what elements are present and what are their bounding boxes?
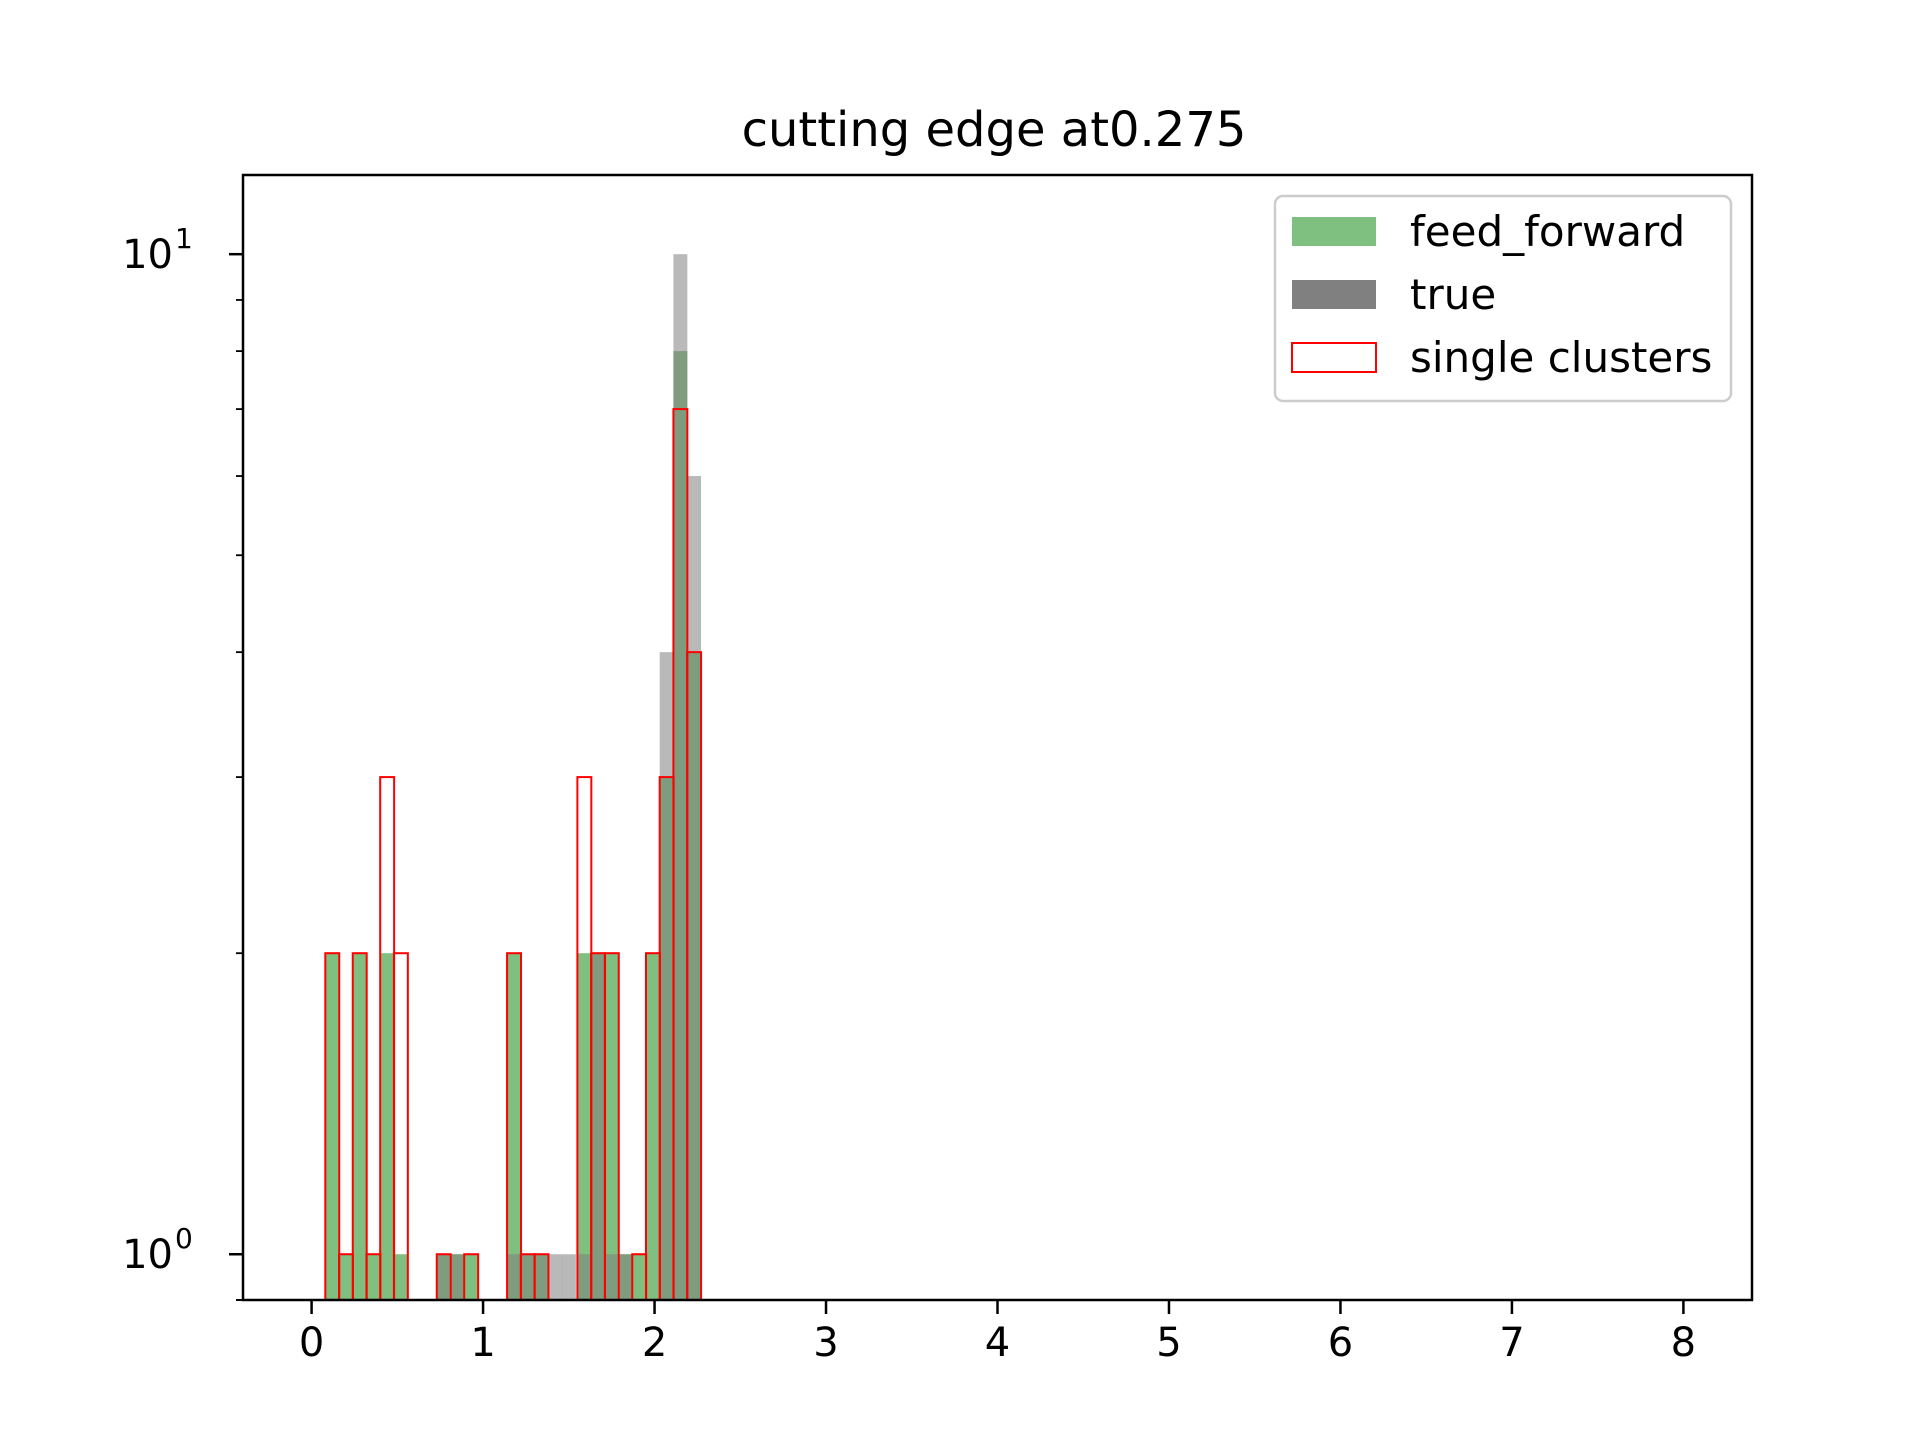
histogram-bar <box>366 1254 381 1300</box>
x-tick-label: 4 <box>985 1320 1010 1366</box>
legend-swatch-single-clusters <box>1291 342 1377 373</box>
histogram-bar <box>604 953 619 1300</box>
chart-title: cutting edge at0.275 <box>742 102 1247 158</box>
histogram-bar <box>687 476 702 1300</box>
legend-swatch-feed-forward <box>1292 217 1376 246</box>
x-tick-label: 7 <box>1499 1320 1524 1366</box>
histogram-bar <box>507 1254 522 1300</box>
histogram-bar <box>659 652 674 1300</box>
x-tick-label: 8 <box>1671 1320 1696 1366</box>
legend-label-true: true <box>1410 270 1496 319</box>
x-tick-label: 5 <box>1156 1320 1181 1366</box>
histogram-bar <box>352 953 367 1300</box>
histogram-bar <box>534 1254 549 1300</box>
histogram-bar <box>464 1254 479 1300</box>
legend-box <box>1273 194 1733 403</box>
histogram-bar <box>548 1254 563 1300</box>
bars-layer <box>324 254 703 1301</box>
x-tick-label: 2 <box>642 1320 667 1366</box>
histogram-bar <box>561 1254 576 1300</box>
histogram-bar <box>325 953 340 1300</box>
histogram-bar <box>577 953 592 1300</box>
histogram-bar <box>520 1254 535 1300</box>
histogram-bar <box>632 1254 647 1300</box>
y-tick-label: 10 <box>122 1232 173 1278</box>
x-tick-label: 6 <box>1328 1320 1353 1366</box>
legend-label-feed-forward: feed_forward <box>1410 207 1685 256</box>
histogram-bar <box>436 1254 451 1300</box>
histogram-bar <box>618 1254 633 1300</box>
histogram-bar <box>645 953 660 1300</box>
histogram-bar <box>591 953 606 1300</box>
histogram-bar <box>339 1254 353 1300</box>
histogram-bar <box>507 953 522 1300</box>
x-tick-label: 0 <box>299 1320 324 1366</box>
histogram-bar <box>380 953 395 1300</box>
histogram-bar <box>673 254 688 1301</box>
histogram-bar <box>604 1254 619 1300</box>
series-true <box>436 254 702 1301</box>
legend-label-single-clusters: single clusters <box>1410 333 1712 382</box>
y-tick-exponent: 1 <box>175 222 193 255</box>
legend-swatch-true <box>1292 280 1376 309</box>
histogram-bar <box>393 1254 408 1300</box>
y-tick-exponent: 0 <box>175 1222 193 1255</box>
x-tick-label: 3 <box>813 1320 838 1366</box>
x-axis: 0 1 2 3 4 5 6 7 8 <box>299 1300 1696 1366</box>
histogram-bar <box>450 1254 465 1300</box>
x-tick-label: 1 <box>470 1320 495 1366</box>
histogram-bar <box>577 1254 592 1300</box>
y-tick-label: 10 <box>122 232 173 278</box>
